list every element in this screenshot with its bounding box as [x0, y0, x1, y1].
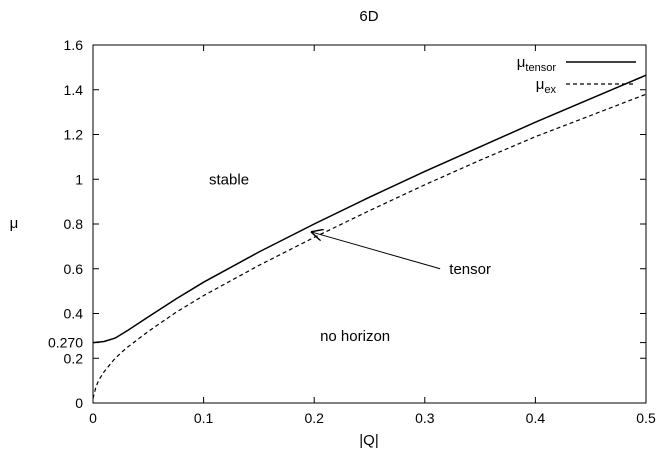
annotation-no-horizon: no horizon	[320, 328, 390, 345]
x-tick-label: 0.1	[194, 410, 214, 426]
legend-subscript: tensor	[525, 62, 556, 74]
annotation-tensor: tensor	[449, 261, 491, 278]
x-axis-label: |Q|	[359, 432, 378, 449]
series-group	[92, 74, 647, 399]
y-tick-label: 0.2	[64, 350, 84, 366]
annotation-stable: stable	[209, 171, 249, 188]
x-tick-label: 0.5	[636, 410, 656, 426]
y-tick-label: 1.4	[64, 82, 84, 98]
y-tick-label: 0.8	[64, 216, 84, 232]
y-tick-label: 0.4	[64, 306, 84, 322]
ticks: 0 0.1 0.2 0.3 0.4 0.500.20.2700.40.60.811.21.…	[48, 37, 656, 426]
y-tick-label: 1	[75, 171, 83, 187]
y-tick-label: 0	[75, 395, 83, 411]
x-tick-label: 0	[89, 410, 97, 426]
x-tick-label: 0.3	[415, 410, 435, 426]
x-tick-label: 0.2	[304, 410, 324, 426]
y-tick-label: 0.6	[64, 261, 84, 277]
axes	[92, 44, 647, 404]
annotation-arrow	[311, 232, 441, 270]
chart-title: 6D	[359, 8, 378, 25]
series-line-tensor	[92, 74, 647, 344]
legend-label-tensor: μtensor	[517, 54, 557, 74]
y-axis-label: μ	[10, 215, 19, 232]
legend-symbol: μ	[517, 54, 526, 71]
y-tick-label: 1.6	[64, 37, 84, 53]
legend-symbol: μ	[536, 76, 545, 93]
legend-subscript: ex	[544, 84, 556, 96]
series-line-ex	[92, 93, 647, 399]
y-tick-label: 1.2	[64, 127, 84, 143]
annotations: stable no horizon tensor	[209, 171, 491, 345]
x-tick-label: 0.4	[526, 410, 546, 426]
y-tick-label: 0.270	[48, 335, 83, 351]
plot-frame	[92, 44, 647, 404]
legend-label-ex: μex	[536, 76, 557, 96]
